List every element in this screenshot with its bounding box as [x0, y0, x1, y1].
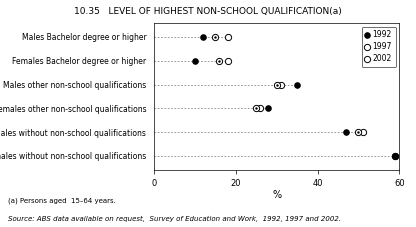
X-axis label: %: %	[272, 190, 281, 200]
Text: 10.35   LEVEL OF HIGHEST NON-SCHOOL QUALIFICATION(a): 10.35 LEVEL OF HIGHEST NON-SCHOOL QUALIF…	[74, 7, 342, 16]
Text: (a) Persons aged  15–64 years.: (a) Persons aged 15–64 years.	[8, 197, 116, 204]
Legend: 1992, 1997, 2002: 1992, 1997, 2002	[362, 27, 396, 67]
Text: Source: ABS data available on request,  Survey of Education and Work,  1992, 199: Source: ABS data available on request, S…	[8, 216, 342, 222]
